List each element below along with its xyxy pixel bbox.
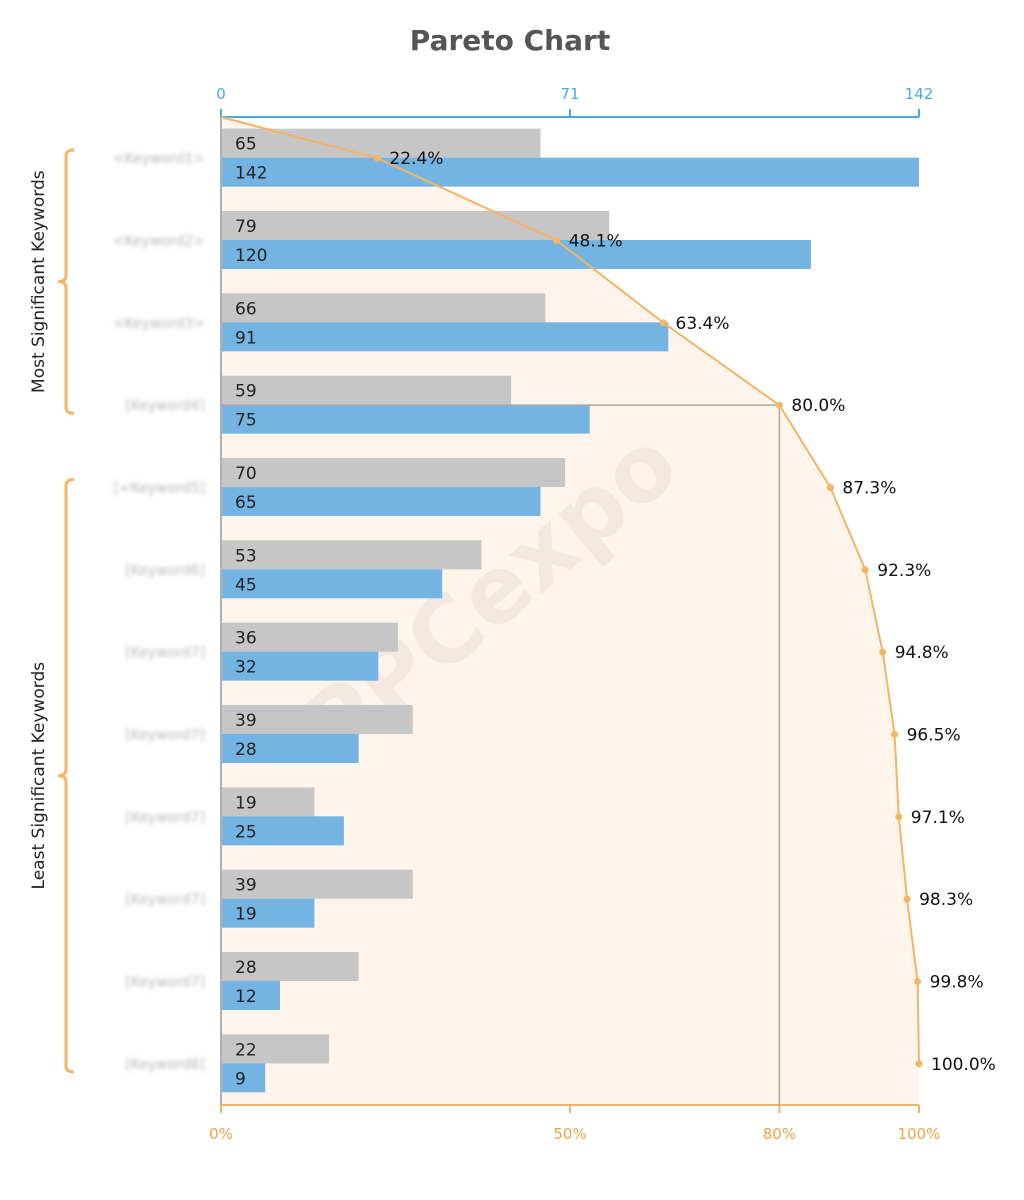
cumulative-point-5 <box>826 484 834 491</box>
bar-grey-label-8: 39 <box>235 711 257 731</box>
cumulative-label-12: 100.0% <box>931 1055 996 1075</box>
cumulative-label-6: 92.3% <box>877 561 931 581</box>
chart-title: Pareto Chart <box>410 24 610 57</box>
bar-blue-label-11: 12 <box>235 987 257 1007</box>
bar-blue-label-6: 45 <box>235 575 257 595</box>
bar-blue-9 <box>221 816 344 846</box>
bar-blue-6 <box>221 569 443 599</box>
bottom-tick-label-1: 0% <box>209 1125 233 1143</box>
cumulative-point-8 <box>891 731 899 738</box>
cumulative-label-1: 22.4% <box>389 149 443 169</box>
bar-blue-11 <box>221 981 280 1010</box>
bar-grey-12 <box>221 1034 330 1064</box>
bar-grey-4 <box>221 375 511 405</box>
bar-grey-6 <box>221 540 482 570</box>
bar-grey-label-4: 59 <box>235 382 257 402</box>
bar-blue-label-9: 25 <box>235 822 257 842</box>
bar-blue-10 <box>221 898 315 928</box>
category-label-5: [<Keyword5] <box>114 481 205 497</box>
bar-blue-12 <box>221 1063 266 1093</box>
cumulative-label-10: 98.3% <box>919 890 973 910</box>
cumulative-point-12 <box>915 1060 923 1068</box>
cumulative-point-7 <box>879 648 887 656</box>
bar-grey-7 <box>221 622 398 652</box>
bar-blue-1 <box>221 157 919 187</box>
bottom-tick-label-3: 80% <box>763 1125 796 1143</box>
top-tick-label-2: 71 <box>560 85 579 103</box>
bottom-tick-label-4: 100% <box>898 1125 941 1143</box>
cumulative-label-3: 63.4% <box>676 314 730 334</box>
bar-grey-11 <box>221 952 359 981</box>
cumulative-point-10 <box>903 895 911 903</box>
bar-grey-label-3: 66 <box>235 299 257 319</box>
bar-grey-9 <box>221 787 315 817</box>
group-label-1: Most Significant Keywords <box>29 170 49 393</box>
bar-grey-label-1: 65 <box>235 135 257 155</box>
bar-grey-label-9: 19 <box>235 793 257 813</box>
bar-blue-5 <box>221 487 541 516</box>
bar-blue-label-7: 32 <box>235 658 257 678</box>
cumulative-point-3 <box>660 319 667 327</box>
bar-blue-label-10: 19 <box>235 905 257 925</box>
cumulative-point-6 <box>861 566 869 574</box>
group-label-2: Least Significant Keywords <box>29 662 49 890</box>
bar-grey-10 <box>221 869 413 899</box>
bottom-tick-label-2: 50% <box>553 1125 586 1143</box>
bar-blue-8 <box>221 734 359 763</box>
group-bracket-1 <box>57 148 75 415</box>
top-tick-label-3: 142 <box>905 85 934 103</box>
bar-grey-1 <box>221 128 541 158</box>
bar-blue-label-8: 28 <box>235 740 257 760</box>
bar-blue-label-1: 142 <box>235 164 267 184</box>
bar-blue-label-2: 120 <box>235 246 267 266</box>
cumulative-point-4 <box>775 401 783 409</box>
cumulative-point-9 <box>895 813 903 821</box>
bar-grey-2 <box>221 211 610 240</box>
category-label-8: [Keyword7] <box>125 728 205 744</box>
cumulative-label-11: 99.8% <box>930 973 984 993</box>
bar-grey-8 <box>221 705 413 734</box>
bar-grey-label-7: 36 <box>235 629 257 649</box>
cumulative-area <box>221 117 919 1105</box>
category-label-7: [Keyword7] <box>125 645 205 661</box>
category-label-1: <Keyword1> <box>113 151 205 167</box>
bar-grey-label-6: 53 <box>235 546 257 566</box>
bar-grey-label-2: 79 <box>235 217 257 237</box>
category-label-11: [Keyword7] <box>125 975 205 991</box>
category-label-9: [Keyword7] <box>125 810 205 826</box>
cumulative-label-2: 48.1% <box>569 232 623 252</box>
cumulative-label-5: 87.3% <box>842 479 896 499</box>
bar-grey-label-5: 70 <box>235 464 257 484</box>
top-tick-label-1: 0 <box>216 85 226 103</box>
bar-blue-4 <box>221 404 590 434</box>
bar-grey-label-10: 39 <box>235 876 257 896</box>
cumulative-point-2 <box>553 237 561 244</box>
category-label-3: <Keyword3> <box>113 316 205 332</box>
cumulative-label-9: 97.1% <box>911 808 965 828</box>
cumulative-label-8: 96.5% <box>907 726 961 746</box>
bar-grey-label-11: 28 <box>235 958 257 978</box>
bar-blue-label-4: 75 <box>235 411 257 431</box>
category-label-2: <Keyword2> <box>113 234 205 250</box>
bar-blue-2 <box>221 240 811 269</box>
bar-blue-7 <box>221 651 379 681</box>
bar-blue-label-12: 9 <box>235 1069 246 1089</box>
bar-blue-label-3: 91 <box>235 328 257 348</box>
bar-grey-3 <box>221 293 546 323</box>
cumulative-label-4: 80.0% <box>791 396 845 416</box>
category-label-6: [Keyword6] <box>125 563 205 579</box>
category-label-12: [Keyword8] <box>125 1057 205 1073</box>
bar-grey-label-12: 22 <box>235 1040 257 1060</box>
category-label-10: [Keyword7] <box>125 892 205 908</box>
bar-blue-3 <box>221 322 669 352</box>
bar-grey-5 <box>221 458 566 487</box>
category-label-4: [Keyword4] <box>125 398 205 414</box>
bar-blue-label-5: 65 <box>235 493 257 513</box>
cumulative-label-7: 94.8% <box>895 643 949 663</box>
cumulative-point-1 <box>373 154 381 162</box>
group-bracket-2 <box>57 477 75 1074</box>
cumulative-point-11 <box>914 978 922 985</box>
